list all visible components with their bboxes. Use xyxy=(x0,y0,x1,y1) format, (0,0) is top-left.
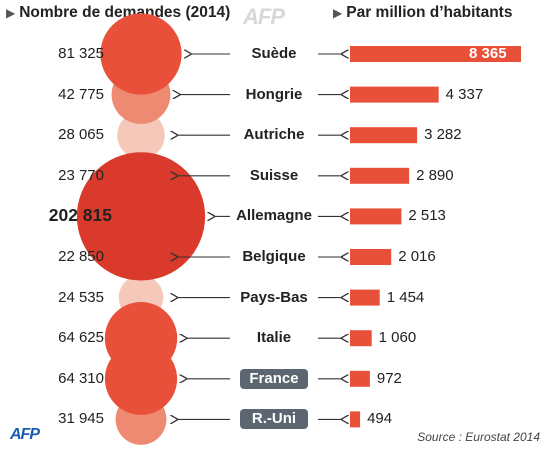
country-label: Hongrie xyxy=(245,85,303,103)
per-million-value: 1 060 xyxy=(378,329,417,347)
country-label: Allemagne xyxy=(236,207,312,225)
bubble-7 xyxy=(104,302,178,375)
afp-watermark: AFP xyxy=(243,4,285,29)
requests-header-label: Nombre de demandes (2014) xyxy=(19,4,231,21)
per-million-value: 494 xyxy=(367,410,393,428)
per-million-bar xyxy=(350,167,410,184)
country-highlight-box xyxy=(240,368,308,389)
per-million-bar xyxy=(350,208,402,225)
per-million-bar xyxy=(350,411,361,428)
requests-value: 42 775 xyxy=(58,85,104,103)
country-label: Suède xyxy=(251,45,297,62)
requests-value: 22 850 xyxy=(58,248,104,265)
per-million-value: 3 282 xyxy=(424,126,462,144)
bubble-0 xyxy=(100,13,182,95)
per-million-bar xyxy=(350,330,372,347)
per-million-value: 2 890 xyxy=(416,166,454,184)
country-label: France xyxy=(249,369,299,387)
requests-value: 64 625 xyxy=(58,329,104,347)
per-million-header-label: Par million d’habitants xyxy=(346,4,513,21)
bubble-2 xyxy=(117,111,165,159)
per-million-bar xyxy=(350,289,380,306)
country-label: Pays-Bas xyxy=(240,288,308,306)
triangle-icon: ▶ xyxy=(333,6,343,20)
country-label: Italie xyxy=(256,329,292,347)
per-million-value: 1 454 xyxy=(386,288,425,306)
country-label: Belgique xyxy=(242,248,306,265)
per-million-bar xyxy=(350,370,370,387)
requests-column-header: ▶ Nombre de demandes (2014) xyxy=(6,4,230,22)
per-million-value: 8 365 xyxy=(469,45,507,62)
requests-value: 23 770 xyxy=(58,166,104,184)
per-million-value: 2 016 xyxy=(398,248,436,265)
per-million-value: 4 337 xyxy=(445,85,484,103)
requests-value: 81 325 xyxy=(58,45,104,62)
country-highlight-box xyxy=(240,409,308,430)
requests-value: 31 945 xyxy=(58,410,104,428)
per-million-column-header: ▶ Par million d’habitants xyxy=(333,4,512,22)
per-million-value: 972 xyxy=(376,369,402,387)
per-million-bar xyxy=(350,86,439,103)
country-label: R.-Uni xyxy=(251,410,297,428)
source-note: Source : Eurostat 2014 xyxy=(417,430,540,444)
requests-value: 28 065 xyxy=(58,126,104,144)
country-label: Suisse xyxy=(249,166,299,184)
requests-value: 202 815 xyxy=(48,205,112,226)
requests-value: 64 310 xyxy=(58,369,104,387)
per-million-bar xyxy=(350,46,521,62)
bubble-4 xyxy=(76,152,206,281)
per-million-bar xyxy=(350,127,418,144)
requests-value: 24 535 xyxy=(58,288,104,306)
afp-logo: AFP xyxy=(10,426,40,443)
per-million-value: 2 513 xyxy=(408,207,446,225)
triangle-icon: ▶ xyxy=(6,6,16,20)
country-label: Autriche xyxy=(243,126,305,144)
per-million-bar xyxy=(350,249,392,265)
